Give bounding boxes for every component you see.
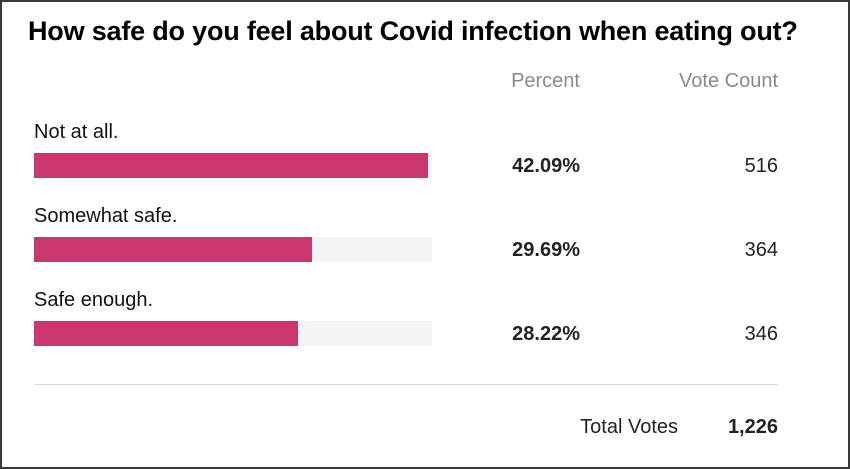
poll-title: How safe do you feel about Covid infecti… [28, 16, 798, 46]
option-percent: 29.69% [512, 239, 580, 261]
total-votes-label: Total Votes [580, 416, 678, 438]
option-vote-count: 364 [744, 239, 778, 261]
vote-count-column-header: Vote Count [679, 70, 778, 92]
option-vote-count: 516 [744, 155, 778, 177]
total-votes-value: 1,226 [727, 416, 778, 438]
option-label-somewhat-safe: Somewhat safe. [34, 205, 178, 227]
results-divider [34, 384, 778, 385]
option-label-not-at-all: Not at all. [34, 121, 119, 143]
option-bar-fill [34, 237, 312, 262]
option-percent: 42.09% [512, 155, 580, 177]
option-bar-track [34, 237, 432, 262]
option-bar-fill [34, 321, 298, 346]
option-vote-count: 346 [744, 323, 778, 345]
option-bar-fill [34, 153, 428, 178]
option-bar-track [34, 153, 432, 178]
option-bar-track [34, 321, 432, 346]
option-label-safe-enough: Safe enough. [34, 289, 153, 311]
percent-column-header: Percent [511, 70, 580, 92]
option-percent: 28.22% [512, 323, 580, 345]
